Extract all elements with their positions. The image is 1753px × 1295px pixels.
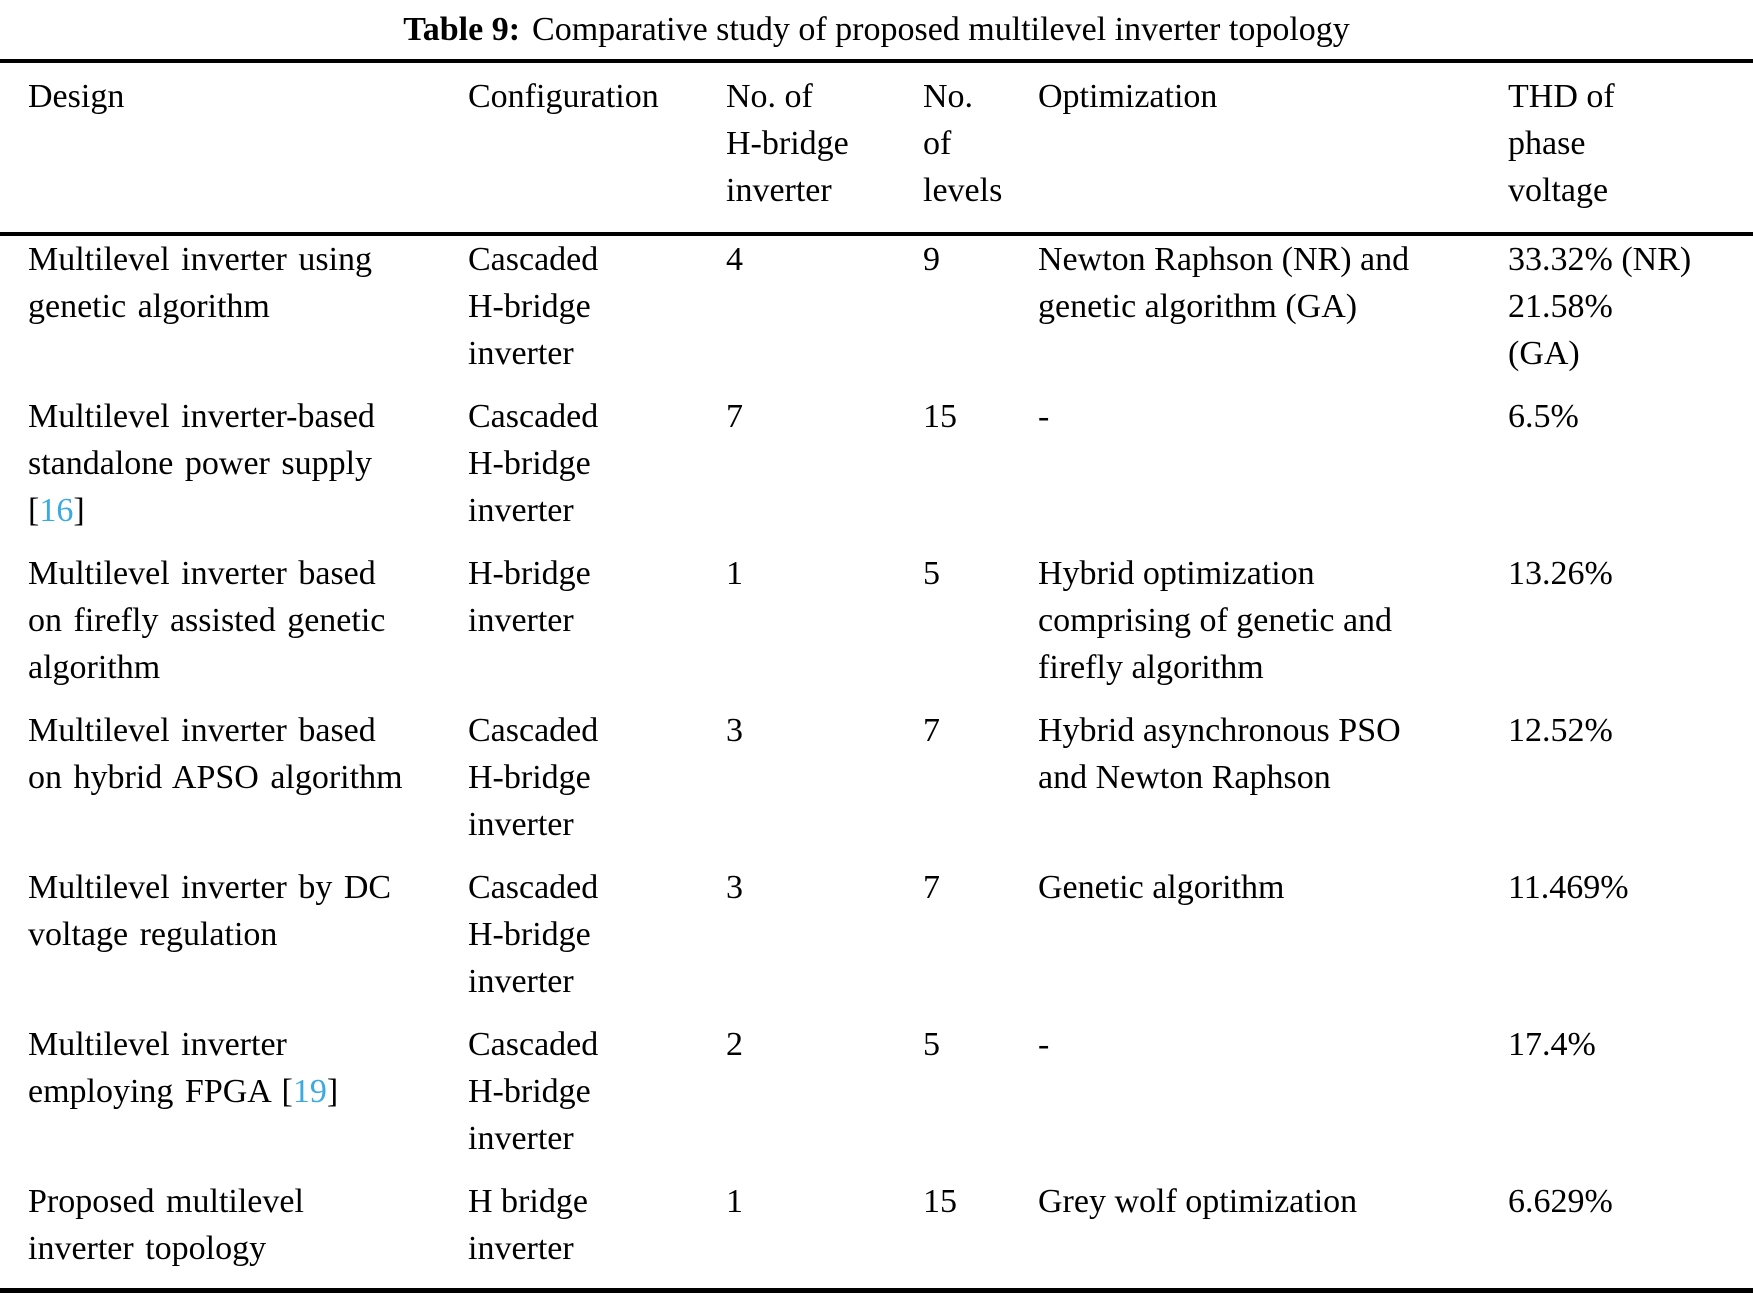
cell-levels-count: 5 bbox=[923, 555, 940, 592]
cell-hbridge-count: 3 bbox=[726, 712, 743, 749]
cell-design: Multilevel inverter-based standalone pow… bbox=[0, 393, 468, 550]
cell-optimization: - bbox=[1038, 1026, 1050, 1063]
cell-configuration: Cascaded H-bridge inverter bbox=[468, 712, 599, 843]
citation-link-16[interactable]: 16 bbox=[39, 492, 74, 529]
comparison-table: Design Configuration No. of H-bridge inv… bbox=[0, 59, 1753, 1293]
table-row: Proposed multilevel inverter topology H … bbox=[0, 1178, 1753, 1291]
cell-optimization: - bbox=[1038, 398, 1050, 435]
cell-hbridge-count: 2 bbox=[726, 1026, 743, 1063]
cell-configuration: Cascaded H-bridge inverter bbox=[468, 1026, 599, 1157]
cell-optimization: Grey wolf optimization bbox=[1038, 1183, 1358, 1220]
cell-levels-count: 7 bbox=[923, 712, 940, 749]
column-header-design: Design bbox=[0, 61, 468, 236]
table-row: Multilevel inverter using genetic algori… bbox=[0, 234, 1753, 393]
cell-configuration: H bridge inverter bbox=[468, 1183, 588, 1267]
cell-levels-count: 9 bbox=[923, 241, 940, 278]
table-row: Multilevel inverter employing FPGA [19] … bbox=[0, 1021, 1753, 1178]
cell-design: Multilevel inverter by DC voltage regula… bbox=[0, 864, 468, 1021]
cell-levels-count: 15 bbox=[923, 398, 957, 435]
design-text: Multilevel inverter based on firefly ass… bbox=[28, 555, 386, 686]
design-text: Multilevel inverter by DC voltage regula… bbox=[28, 869, 392, 953]
design-text-post: ] bbox=[73, 492, 85, 529]
cell-hbridge-count: 7 bbox=[726, 398, 743, 435]
cell-optimization: Hybrid asynchronous PSO and Newton Raphs… bbox=[1038, 712, 1401, 796]
cell-thd: 6.629% bbox=[1508, 1183, 1613, 1220]
cell-configuration: Cascaded H-bridge inverter bbox=[468, 869, 599, 1000]
citation-link-19[interactable]: 19 bbox=[292, 1073, 327, 1110]
column-header-configuration: Configuration bbox=[468, 61, 726, 236]
design-text: Multilevel inverter based on hybrid APSO… bbox=[28, 712, 403, 796]
cell-configuration: Cascaded H-bridge inverter bbox=[468, 398, 599, 529]
table-caption: Comparative study of proposed multilevel… bbox=[532, 11, 1350, 48]
cell-design: Multilevel inverter employing FPGA [19] bbox=[0, 1021, 468, 1178]
design-text-post: ] bbox=[326, 1073, 339, 1110]
table-row: Multilevel inverter by DC voltage regula… bbox=[0, 864, 1753, 1021]
column-header-thd: THD of phase voltage bbox=[1508, 61, 1753, 236]
column-header-hbridge-count: No. of H-bridge inverter bbox=[726, 61, 923, 236]
cell-thd: 17.4% bbox=[1508, 1026, 1596, 1063]
design-text: Multilevel inverter using genetic algori… bbox=[28, 241, 373, 325]
column-header-levels-count: No. of levels bbox=[923, 61, 1038, 236]
cell-thd: 33.32% (NR) 21.58% (GA) bbox=[1508, 241, 1692, 372]
cell-thd: 6.5% bbox=[1508, 398, 1579, 435]
table-row: Multilevel inverter based on hybrid APSO… bbox=[0, 707, 1753, 864]
header-row: Design Configuration No. of H-bridge inv… bbox=[0, 61, 1753, 236]
cell-configuration: H-bridge inverter bbox=[468, 555, 591, 639]
cell-levels-count: 7 bbox=[923, 869, 940, 906]
cell-optimization: Hybrid optimization comprising of geneti… bbox=[1038, 555, 1393, 686]
table-number-label: Table 9: bbox=[403, 11, 521, 48]
column-header-optimization: Optimization bbox=[1038, 61, 1508, 236]
cell-design: Proposed multilevel inverter topology bbox=[0, 1178, 468, 1291]
cell-optimization: Genetic algorithm bbox=[1038, 869, 1285, 906]
cell-thd: 13.26% bbox=[1508, 555, 1613, 592]
cell-hbridge-count: 1 bbox=[726, 555, 743, 592]
design-text: Multilevel inverter-based standalone pow… bbox=[28, 398, 375, 529]
cell-design: Multilevel inverter based on hybrid APSO… bbox=[0, 707, 468, 864]
table-row: Multilevel inverter-based standalone pow… bbox=[0, 393, 1753, 550]
cell-design: Multilevel inverter based on firefly ass… bbox=[0, 550, 468, 707]
cell-levels-count: 5 bbox=[923, 1026, 940, 1063]
cell-levels-count: 15 bbox=[923, 1183, 957, 1220]
cell-configuration: Cascaded H-bridge inverter bbox=[468, 241, 599, 372]
table-row: Multilevel inverter based on firefly ass… bbox=[0, 550, 1753, 707]
cell-hbridge-count: 4 bbox=[726, 241, 743, 278]
design-text: Proposed multilevel inverter topology bbox=[28, 1183, 304, 1267]
cell-hbridge-count: 1 bbox=[726, 1183, 743, 1220]
cell-thd: 11.469% bbox=[1508, 869, 1629, 906]
cell-thd: 12.52% bbox=[1508, 712, 1613, 749]
table-title: Table 9: Comparative study of proposed mu… bbox=[0, 0, 1753, 59]
design-text: Multilevel inverter employing FPGA [ bbox=[28, 1026, 293, 1110]
cell-design: Multilevel inverter using genetic algori… bbox=[0, 234, 468, 393]
cell-optimization: Newton Raphson (NR) and genetic algorith… bbox=[1038, 241, 1410, 325]
cell-hbridge-count: 3 bbox=[726, 869, 743, 906]
